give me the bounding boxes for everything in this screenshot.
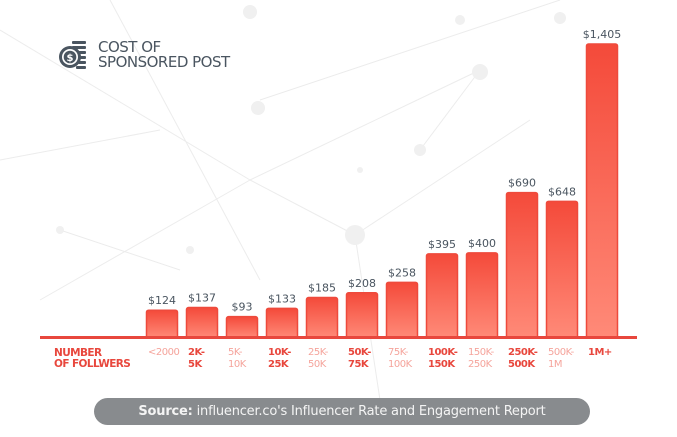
chart-title-line1: COST OF [98,38,161,56]
x-axis-title: NUMBER OF FOLLWERS [54,347,131,370]
category-label-line: <2000 [148,347,179,358]
value-label: $395 [428,238,456,251]
category-label-line: 500K- [548,347,575,358]
category-label-line: 250K- [508,347,538,358]
bar-25K-50K [305,296,339,339]
category-label-line: 50K- [348,347,371,358]
source-banner: Source: influencer.co's Influencer Rate … [94,398,590,425]
category-label: 10K-25K [268,347,291,370]
category-label-line: 10K [228,359,247,370]
category-label-line: 5K- [228,347,243,358]
bar-10K-25K [265,307,299,339]
category-label-line: 100K [388,359,413,370]
bar-150K-250K [465,252,499,339]
value-label: $185 [308,282,336,295]
category-label-line: 10K- [268,347,291,358]
category-label: 150K-250K [468,347,495,370]
category-label-line: 75K- [388,347,409,358]
value-label: $258 [388,266,416,279]
category-label: 500K-1M [548,347,575,370]
bar-5K-10K [225,315,259,339]
bar-1M+ [585,43,619,339]
category-label-line: 50K [308,359,327,370]
value-label: $124 [148,294,176,307]
category-label-line: 100K- [428,347,458,358]
value-label: $93 [232,301,253,314]
x-axis-title-line2: OF FOLLWERS [54,358,131,370]
category-label: 100K-150K [428,347,458,370]
category-label-line: 25K- [308,347,329,358]
bar-50K-75K [345,292,379,339]
value-label: $1,405 [583,28,622,41]
bar-75K-100K [385,281,419,339]
value-label: $133 [268,292,296,305]
category-label-line: 1M+ [588,347,612,358]
category-label-line: 75K [348,359,370,370]
dollar-coin-stack-icon: $ [59,41,86,69]
category-label-line: 150K [428,359,456,370]
category-label-line: 1M [548,359,562,370]
value-label: $400 [468,237,496,250]
bar-100K-150K [425,253,459,339]
bar-250K-500K [505,191,539,339]
chart-header: $ COST OF SPONSORED POST [58,40,230,70]
category-label: 5K-10K [228,347,247,370]
chart-title-line2: SPONSORED POST [98,53,230,71]
category-label-line: 2K- [188,347,205,358]
bar-<2000 [145,309,179,339]
category-label: 50K-75K [348,347,371,370]
category-label-line: 500K [508,359,536,370]
bar-500K-1M [545,200,579,339]
category-label-line: 150K- [468,347,495,358]
category-label: 25K-50K [308,347,329,370]
value-label: $137 [188,292,216,305]
svg-text:$: $ [67,53,74,64]
chart-title: COST OF SPONSORED POST [98,40,230,70]
category-label-line: 25K [268,359,290,370]
category-label-line: 5K [188,359,203,370]
category-label: 2K-5K [188,347,205,370]
category-label: 1M+ [588,347,612,358]
source-text: influencer.co's Influencer Rate and Enga… [192,404,546,419]
category-label: 250K-500K [508,347,538,370]
category-label: 75K-100K [388,347,413,370]
source-label: Source: [138,404,193,419]
x-axis-title-line1: NUMBER [54,347,102,359]
value-label: $690 [508,177,536,190]
bar-2K-5K [185,306,219,339]
category-label: <2000 [148,347,179,358]
value-label: $208 [348,277,376,290]
value-label: $648 [548,185,576,198]
category-label-line: 250K [468,359,493,370]
